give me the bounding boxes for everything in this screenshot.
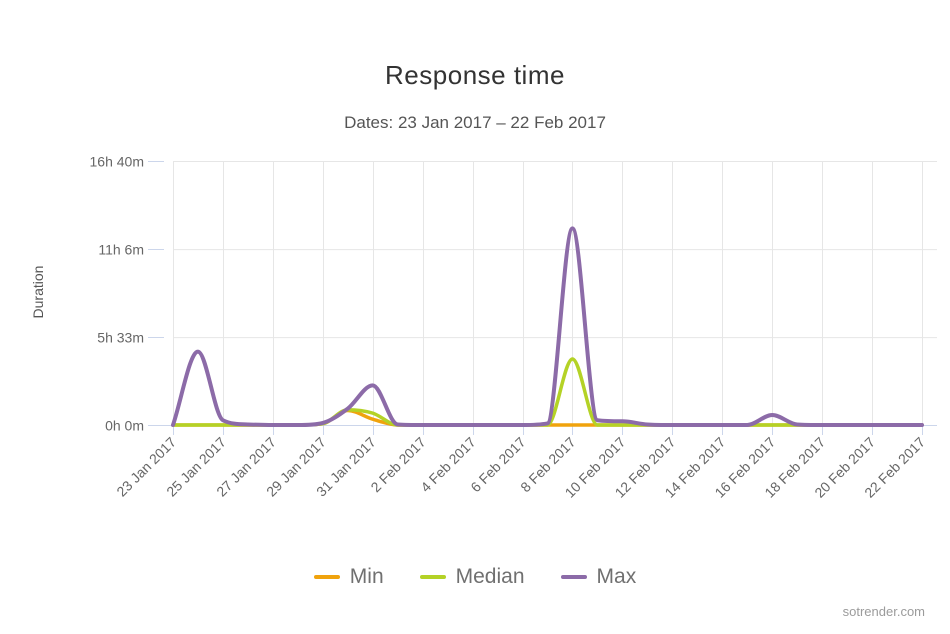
series-line-median (171, 357, 924, 427)
legend-item-max[interactable]: Max (560, 565, 637, 589)
y-tick-label: 11h 6m (98, 242, 144, 258)
legend: Min Median Max (0, 565, 950, 589)
chart-subtitle: Dates: 23 Jan 2017 – 22 Feb 2017 (344, 113, 606, 132)
legend-label-min: Min (349, 565, 384, 588)
legend-label-median: Median (455, 565, 525, 588)
y-tick-label: 16h 40m (90, 154, 144, 170)
legend-item-median[interactable]: Median (419, 565, 525, 589)
watermark-credits-link[interactable]: sotrender.com (842, 604, 925, 619)
legend-marker-median-icon (419, 575, 446, 579)
y-tick-label: 0h 0m (105, 418, 144, 434)
legend-label-max: Max (596, 565, 637, 588)
series-line-max (171, 226, 924, 427)
legend-marker-min-icon (313, 575, 340, 579)
chart-title: Response time (385, 60, 565, 90)
legend-marker-max-icon (560, 575, 587, 579)
legend-item-min[interactable]: Min (313, 565, 384, 589)
y-tick-label: 5h 33m (97, 330, 144, 346)
